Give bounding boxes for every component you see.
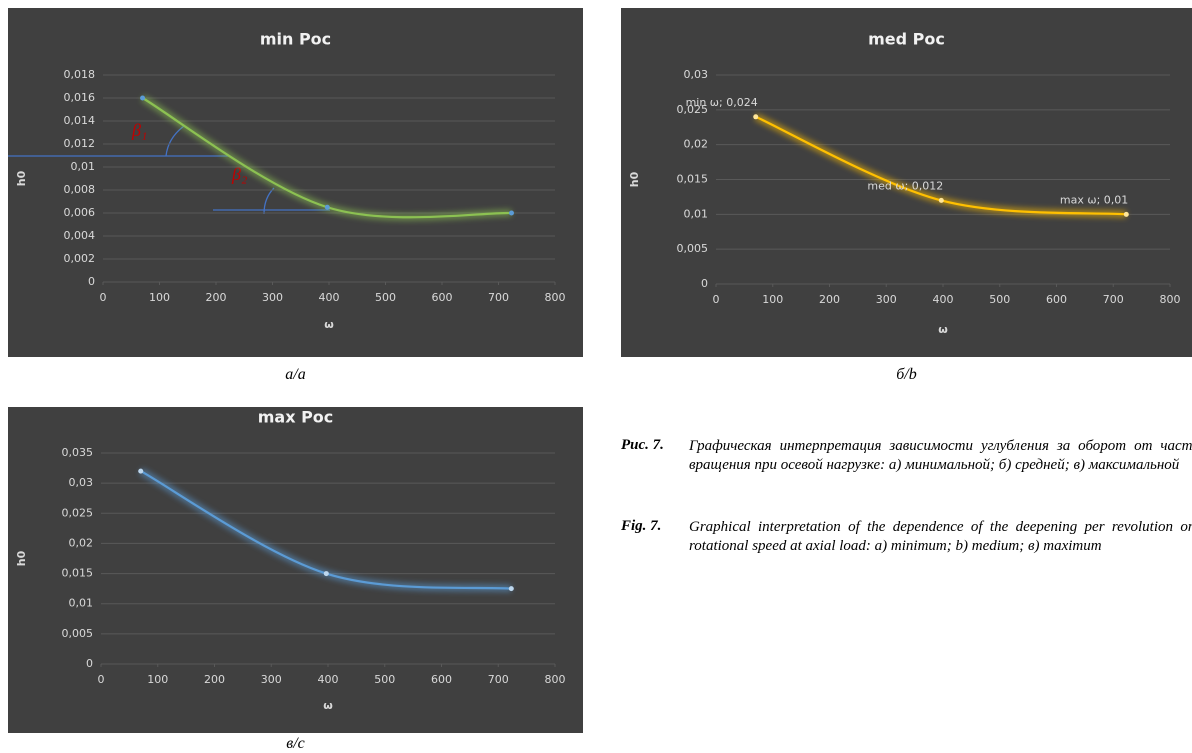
point xyxy=(323,571,329,577)
chart: β₁ β₂ min Poc 0 0,002 0,004 0,006 0,008 0,01 0,… xyxy=(8,8,583,357)
point xyxy=(753,114,759,120)
y-tick-label: 0,02 xyxy=(684,138,709,151)
x-tick-label: 500 xyxy=(989,293,1010,306)
x-tick-label: 200 xyxy=(204,673,225,686)
x-tick-label: 300 xyxy=(261,673,282,686)
y-axis-label: h0 xyxy=(15,550,28,566)
caption-text: Graphical interpretation of the dependen… xyxy=(689,519,1192,554)
x-tick-label: 600 xyxy=(431,673,452,686)
x-tick-label: 700 xyxy=(488,673,509,686)
y-tick-label: 0 xyxy=(88,275,95,288)
line-glow xyxy=(139,468,512,593)
line xyxy=(141,97,512,219)
y-tick-label: 0,002 xyxy=(64,252,96,265)
x-tick-label: 100 xyxy=(147,673,168,686)
chart-title: med Poc xyxy=(868,30,945,49)
point xyxy=(324,204,330,210)
y-tick-label: 0,006 xyxy=(64,206,96,219)
chart: med Poc 0 0,005 0,01 0,015 0,02 0,025 0,03 0 100 2… xyxy=(621,8,1192,357)
x-axis-label: ω xyxy=(324,318,334,331)
x-tick-label: 500 xyxy=(375,291,396,304)
point xyxy=(140,95,146,101)
data-label: max ω; 0,01 xyxy=(1060,193,1128,206)
y-tick-label: 0,03 xyxy=(69,476,94,489)
x-tick-label: 700 xyxy=(488,291,509,304)
y-tick-label: 0,012 xyxy=(64,137,96,150)
line-glow xyxy=(140,94,512,221)
annotation-lines xyxy=(8,125,330,215)
data-label: min ω; 0,024 xyxy=(686,96,758,109)
x-tick-label: 0 xyxy=(98,673,105,686)
y-tick-label: 0,01 xyxy=(69,597,94,610)
y-tick-label: 0 xyxy=(86,657,93,670)
caption-label: Рис. 7. xyxy=(621,437,664,453)
point xyxy=(508,586,514,592)
point xyxy=(938,197,944,203)
x-axis-label: ω xyxy=(938,323,948,336)
caption-ru: Рис. 7. Графическая интерпретация зависим… xyxy=(621,437,1192,475)
y-tick-label: 0,01 xyxy=(684,207,709,220)
y-tick-label: 0,005 xyxy=(62,627,94,640)
x-tick-label: 700 xyxy=(1103,293,1124,306)
y-tick-label: 0,008 xyxy=(64,183,96,196)
point xyxy=(1123,211,1129,217)
x-tick-label: 300 xyxy=(262,291,283,304)
x-tick-label: 400 xyxy=(319,291,340,304)
chart: max Poc 0 0,005 0,01 0,015 0,02 0,025 0,03 0,035… xyxy=(8,407,583,733)
x-tick-label: 500 xyxy=(374,673,395,686)
y-tick-label: 0,025 xyxy=(62,506,94,519)
x-tick-label: 400 xyxy=(933,293,954,306)
x-tick-label: 0 xyxy=(100,291,107,304)
caption-text: Графическая интерпретация зависимости уг… xyxy=(689,438,1192,473)
x-tick-label: 800 xyxy=(545,673,566,686)
x-axis-label: ω xyxy=(323,699,333,712)
x-tick-label: 600 xyxy=(1046,293,1067,306)
y-tick-label: 0,025 xyxy=(677,103,709,116)
caption-en: Fig. 7. Graphical interpretation of the d… xyxy=(621,518,1192,556)
chart-title: max Poc xyxy=(258,408,334,427)
chart-title: min Poc xyxy=(260,30,331,49)
y-tick-label: 0,035 xyxy=(62,446,94,459)
x-tick-label: 600 xyxy=(432,291,453,304)
point xyxy=(508,210,514,216)
annotation: β₁ xyxy=(131,120,147,140)
x-tick-label: 100 xyxy=(762,293,783,306)
y-tick-label: 0,03 xyxy=(684,68,709,81)
x-tick-label: 200 xyxy=(819,293,840,306)
y-tick-label: 0,018 xyxy=(64,68,96,81)
y-tick-label: 0,014 xyxy=(64,114,96,127)
y-tick-label: 0,01 xyxy=(71,160,96,173)
annotation: β₂ xyxy=(231,164,247,184)
y-tick-label: 0,005 xyxy=(677,242,709,255)
y-tick-label: 0,016 xyxy=(64,91,96,104)
y-tick-label: 0,015 xyxy=(62,567,94,580)
x-tick-label: 0 xyxy=(713,293,720,306)
y-tick-label: 0,015 xyxy=(677,173,709,186)
point xyxy=(138,468,144,474)
x-tick-label: 100 xyxy=(149,291,170,304)
panel-label: в/c xyxy=(286,735,305,752)
x-tick-label: 800 xyxy=(545,291,566,304)
caption-label: Fig. 7. xyxy=(621,518,662,534)
y-axis-label: h0 xyxy=(15,170,28,186)
panel-label: б/b xyxy=(896,366,917,383)
x-tick-label: 200 xyxy=(206,291,227,304)
data-label: med ω; 0,012 xyxy=(867,179,943,192)
y-tick-label: 0,004 xyxy=(64,229,96,242)
panel-label: a/a xyxy=(285,366,306,383)
y-tick-label: 0,02 xyxy=(69,536,94,549)
x-tick-label: 800 xyxy=(1160,293,1181,306)
x-tick-label: 400 xyxy=(318,673,339,686)
x-tick-label: 300 xyxy=(876,293,897,306)
y-axis-label: h0 xyxy=(628,171,641,187)
y-tick-label: 0 xyxy=(701,277,708,290)
